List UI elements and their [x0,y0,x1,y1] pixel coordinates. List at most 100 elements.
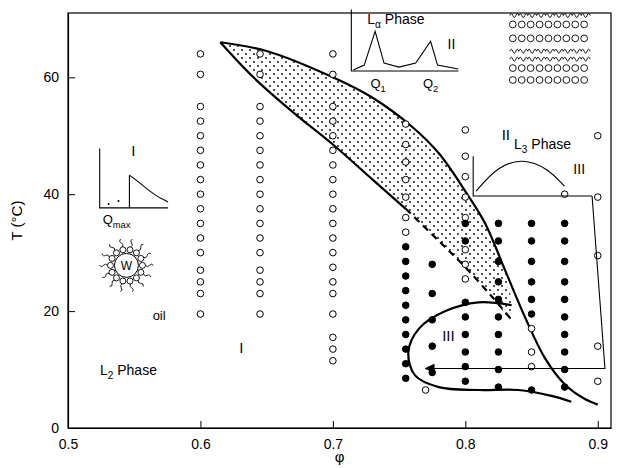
lamella-tail [581,49,590,53]
lamella-head [545,65,552,72]
annotation: Qmax [103,212,131,230]
filled-point [429,317,436,324]
micelle-tail [120,239,123,247]
lamella-tail [581,57,590,61]
annotation-part: II [502,126,510,143]
open-point [594,378,601,385]
open-point [330,249,337,256]
open-point [257,311,264,318]
open-point [528,325,535,332]
x-axis-line [69,428,612,429]
annotation-part: Phase [381,11,425,27]
phase-boundary [408,302,571,402]
open-point [257,132,264,139]
phase-boundary [220,42,405,209]
lamella-head [509,77,516,84]
filled-point [402,302,409,309]
filled-points [402,220,568,393]
filled-point [561,314,568,321]
open-point [462,194,469,201]
open-point [197,191,204,198]
micelle-head [109,269,115,275]
subscript: 2 [433,84,438,94]
inset-curve [129,175,168,202]
filled-point [561,296,568,303]
filled-point [561,349,568,356]
lamella-head [554,65,561,72]
lamella-tail [510,14,519,18]
open-point [330,103,337,110]
filled-point [528,387,535,394]
filled-point [462,331,469,338]
inset-curve [353,31,458,70]
filled-point [402,346,409,353]
micelle-head [127,278,133,284]
lamella-tail [528,14,537,18]
annotation: III [573,161,585,177]
micelle-head [138,269,144,275]
lamella-head [536,21,543,28]
open-point [330,220,337,227]
lamella-head [581,35,588,42]
filled-point [402,360,409,367]
lamella-tail [572,49,581,53]
annotation: Q1 [370,76,385,94]
open-point [197,290,204,297]
filled-point [561,279,568,286]
filled-point [402,287,409,294]
lamella-head [527,65,534,72]
open-point [402,159,409,166]
open-point [197,249,204,256]
filled-point [528,279,535,286]
lamella-head [572,65,579,72]
annotation: II [448,36,456,52]
filled-point [429,369,436,376]
tick-label: 0 [51,420,59,436]
micelle-tail [102,273,109,277]
open-point [197,206,204,213]
open-point [402,214,409,221]
subscript: max [113,220,131,230]
open-point [330,162,337,169]
micelle-tail [131,239,133,247]
lamella-tail [537,49,546,53]
open-point [330,279,337,286]
lamella-head [545,35,552,42]
open-point [330,71,337,78]
open-point [594,343,601,350]
open-point [462,246,469,253]
annotation: oil [153,308,166,323]
tick-label: 20 [43,303,59,319]
open-point [330,118,337,125]
filled-point [462,314,469,321]
y-axis-title: T (°C) [8,201,25,241]
micelle-head [107,262,113,268]
open-point [330,290,337,297]
annotation-part: L [100,362,108,378]
lamella-head [545,21,552,28]
micelle-head [139,262,145,268]
annotation: III [442,327,455,344]
phase-boundary [220,42,597,404]
filled-point [462,299,469,306]
open-point [257,249,264,256]
filled-point [495,314,502,321]
filled-point [402,273,409,280]
open-points [197,51,601,394]
open-point [197,311,204,318]
annotation-part: Q [423,76,433,91]
lamella-head [518,21,525,28]
lamella-head [518,77,525,84]
lamella-head [536,77,543,84]
annotation-part: Phase [113,362,157,378]
lamella-head [509,21,516,28]
filled-point [495,331,502,338]
open-point [402,194,409,201]
lamella-head [581,21,588,28]
micelle-tail [102,254,109,257]
open-point [257,118,264,125]
lamella-tail [545,57,554,61]
inset-axis [351,10,458,71]
filled-point [462,378,469,385]
filled-point [561,220,568,227]
